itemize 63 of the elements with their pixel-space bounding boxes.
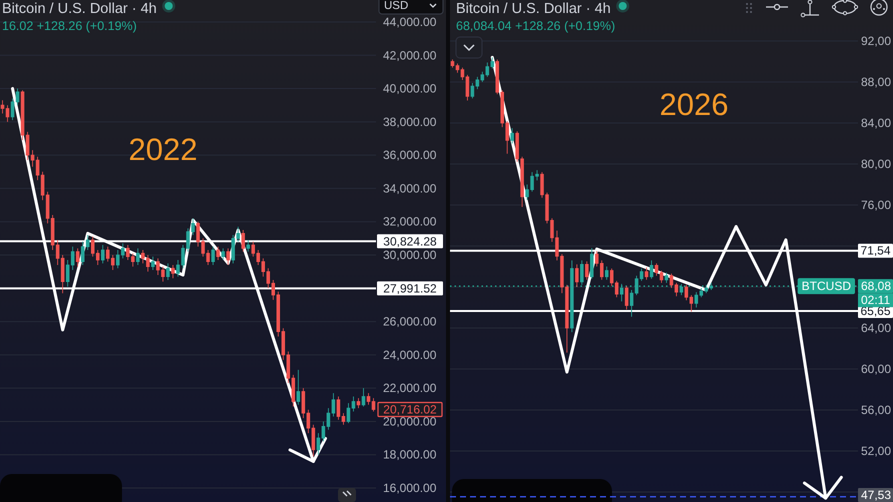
candlestick bbox=[136, 248, 140, 266]
candlestick bbox=[211, 246, 215, 266]
y-tick-label: 36,000.00 bbox=[383, 148, 437, 162]
candlestick bbox=[151, 256, 155, 270]
candlestick bbox=[604, 266, 608, 280]
candlestick bbox=[585, 260, 589, 280]
text: 20,716.02 bbox=[383, 402, 438, 417]
chart-title: Bitcoin / U.S. Dollar · 4h bbox=[2, 1, 157, 17]
y-tick-label: 24,000.00 bbox=[383, 348, 437, 362]
y-tick-label: 20,000.00 bbox=[383, 414, 437, 428]
annotation: 02:11 bbox=[861, 293, 890, 308]
candlestick bbox=[575, 264, 579, 288]
y-tick-label: 42,000.00 bbox=[383, 48, 437, 62]
candlestick bbox=[221, 248, 225, 260]
candlestick bbox=[241, 230, 245, 252]
candlestick bbox=[356, 398, 360, 409]
y-tick-label: 18,000.00 bbox=[383, 448, 437, 462]
ref-line-label: 47,53 bbox=[861, 488, 892, 502]
y-tick-label: 56,00 bbox=[861, 402, 892, 417]
candlestick bbox=[664, 272, 668, 284]
y-tick-label: 32,000.00 bbox=[383, 214, 437, 229]
y-tick-label: 88,00 bbox=[861, 74, 892, 89]
text: 16.02 +128.26 (+0.19%) bbox=[2, 19, 137, 33]
y-tick-label: 80,00 bbox=[861, 156, 892, 171]
candlestick bbox=[510, 128, 514, 144]
annotation: BTCUSD bbox=[802, 279, 852, 294]
y-tick-label: 64,00 bbox=[861, 320, 892, 335]
ref-line-label: 68,08 bbox=[861, 279, 892, 294]
candlestick bbox=[590, 248, 594, 280]
candlestick bbox=[624, 286, 628, 310]
y-tick-label: 76,00 bbox=[861, 198, 892, 212]
candlestick bbox=[246, 240, 250, 252]
ref-line-label: 27,991.52 bbox=[383, 281, 438, 296]
ref-line-label: 65,65 bbox=[860, 304, 891, 318]
y-tick-label: 38,000.00 bbox=[383, 114, 437, 129]
y-tick-label: 44,000.00 bbox=[383, 14, 437, 29]
candlestick bbox=[650, 260, 654, 280]
y-tick-label: 40,000.00 bbox=[383, 82, 437, 96]
ref-line-label: 30,824.28 bbox=[383, 234, 438, 248]
candlestick bbox=[100, 244, 105, 264]
candlestick bbox=[296, 369, 300, 406]
annotation: 2026 bbox=[660, 87, 728, 122]
candlestick bbox=[166, 262, 170, 280]
y-tick-label: 16,000.00 bbox=[383, 481, 437, 496]
candlestick bbox=[76, 248, 80, 268]
y-tick-label: 52,00 bbox=[861, 444, 892, 458]
annotation: 2022 bbox=[128, 132, 198, 168]
y-tick-label: 84,00 bbox=[861, 116, 892, 130]
candlestick bbox=[226, 248, 230, 266]
y-tick-label: 30,000.00 bbox=[383, 248, 437, 262]
candlestick bbox=[362, 388, 366, 407]
text: 68,084.04 +128.26 (+0.19%) bbox=[456, 19, 616, 33]
candlestick bbox=[171, 264, 175, 279]
text: USD bbox=[384, 0, 408, 12]
candlestick bbox=[216, 246, 220, 260]
y-tick-label: 22,000.00 bbox=[383, 381, 437, 396]
y-tick-label: 92,00 bbox=[861, 34, 892, 48]
chart-title: Bitcoin / U.S. Dollar · 4h bbox=[456, 1, 611, 17]
candlestick bbox=[644, 267, 648, 280]
y-tick-label: 34,000.00 bbox=[383, 181, 437, 196]
y-tick-label: 60,00 bbox=[861, 362, 892, 376]
y-tick-label: 26,000.00 bbox=[383, 314, 437, 329]
ref-line-label: 71,54 bbox=[860, 244, 891, 258]
